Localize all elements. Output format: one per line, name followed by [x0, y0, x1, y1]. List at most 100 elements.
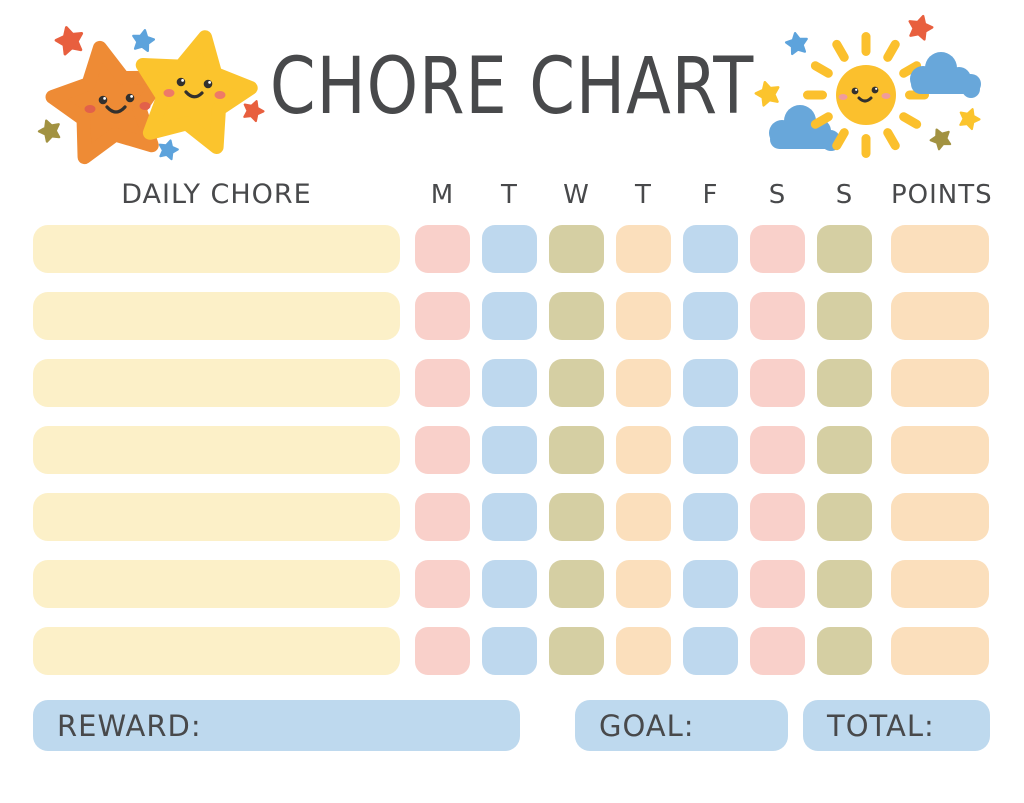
day-header-4: T — [635, 180, 652, 210]
day-cell[interactable] — [683, 627, 738, 675]
orange-star-face — [84, 93, 151, 114]
day-cell[interactable] — [683, 560, 738, 608]
points-cell[interactable] — [891, 627, 989, 675]
yellow-star-face — [163, 77, 226, 99]
chore-name-field[interactable] — [33, 426, 400, 474]
day-cell[interactable] — [482, 627, 537, 675]
accent-star-yellow-icon — [752, 77, 784, 108]
points-cell[interactable] — [891, 225, 989, 273]
day-header-7: S — [835, 180, 854, 210]
day-cell[interactable] — [549, 627, 604, 675]
day-header-2: T — [501, 180, 518, 210]
day-cell[interactable] — [482, 493, 537, 541]
chore-name-field[interactable] — [33, 292, 400, 340]
sun-face — [838, 86, 891, 103]
day-cell[interactable] — [683, 292, 738, 340]
day-cell[interactable] — [415, 292, 470, 340]
accent-star-olive-icon — [926, 124, 955, 152]
day-cell[interactable] — [817, 359, 872, 407]
chore-row-7 — [33, 627, 1024, 675]
chore-name-field[interactable] — [33, 225, 400, 273]
day-cell[interactable] — [415, 426, 470, 474]
accent-star-olive-icon — [35, 115, 65, 145]
points-cell[interactable] — [891, 493, 989, 541]
day-cell[interactable] — [750, 225, 805, 273]
day-cell[interactable] — [616, 560, 671, 608]
day-cell[interactable] — [683, 359, 738, 407]
day-cell[interactable] — [549, 560, 604, 608]
accent-star-red-icon — [52, 22, 88, 57]
day-cell[interactable] — [549, 225, 604, 273]
day-cell[interactable] — [683, 493, 738, 541]
day-cell[interactable] — [549, 493, 604, 541]
chore-row-3 — [33, 359, 1024, 407]
day-cell[interactable] — [415, 627, 470, 675]
day-cell[interactable] — [817, 426, 872, 474]
day-cell[interactable] — [415, 225, 470, 273]
reward-box[interactable]: REWARD: — [33, 700, 520, 751]
day-cell[interactable] — [683, 426, 738, 474]
day-cell[interactable] — [415, 560, 470, 608]
accent-star-blue-icon — [783, 30, 811, 56]
chore-row-2 — [33, 292, 1024, 340]
chore-name-field[interactable] — [33, 627, 400, 675]
total-box[interactable]: TOTAL: — [803, 700, 990, 751]
day-cell[interactable] — [549, 359, 604, 407]
points-cell[interactable] — [891, 292, 989, 340]
day-cell[interactable] — [616, 493, 671, 541]
daily-chore-header: DAILY CHORE — [121, 179, 312, 210]
chore-row-6 — [33, 560, 1024, 608]
day-cell[interactable] — [750, 493, 805, 541]
goal-label: GOAL: — [599, 708, 695, 743]
day-cell[interactable] — [683, 225, 738, 273]
day-cell[interactable] — [750, 627, 805, 675]
day-cell[interactable] — [616, 627, 671, 675]
sun-icon — [803, 32, 929, 158]
points-cell[interactable] — [891, 426, 989, 474]
goal-box[interactable]: GOAL: — [575, 700, 788, 751]
day-header-3: W — [563, 180, 590, 210]
day-cell[interactable] — [817, 560, 872, 608]
accent-star-blue-icon — [155, 137, 181, 162]
chore-grid — [0, 225, 1024, 675]
day-cell[interactable] — [482, 560, 537, 608]
day-cell[interactable] — [482, 225, 537, 273]
chore-name-field[interactable] — [33, 560, 400, 608]
day-cell[interactable] — [482, 426, 537, 474]
day-cell[interactable] — [817, 225, 872, 273]
day-cell[interactable] — [817, 493, 872, 541]
day-cell[interactable] — [482, 292, 537, 340]
points-cell[interactable] — [891, 359, 989, 407]
cloud-icon — [769, 105, 841, 151]
cloud-icon — [910, 52, 981, 98]
day-cell[interactable] — [616, 292, 671, 340]
day-cell[interactable] — [750, 292, 805, 340]
chore-name-field[interactable] — [33, 493, 400, 541]
accent-star-yellow-icon — [955, 104, 983, 132]
day-cell[interactable] — [750, 426, 805, 474]
chore-row-4 — [33, 426, 1024, 474]
sun-clouds-decoration — [752, 11, 983, 158]
day-header-1: M — [430, 180, 455, 210]
table-header-row: DAILY CHORE M T W T F S S POINTS — [33, 179, 1024, 211]
points-cell[interactable] — [891, 560, 989, 608]
day-header-6: S — [768, 180, 787, 210]
day-cell[interactable] — [616, 225, 671, 273]
day-cell[interactable] — [750, 560, 805, 608]
reward-label: REWARD: — [57, 708, 202, 743]
day-cell[interactable] — [817, 292, 872, 340]
day-cell[interactable] — [616, 359, 671, 407]
chore-row-5 — [33, 493, 1024, 541]
day-cell[interactable] — [616, 426, 671, 474]
day-cell[interactable] — [549, 426, 604, 474]
day-cell[interactable] — [415, 359, 470, 407]
chore-name-field[interactable] — [33, 359, 400, 407]
day-cell[interactable] — [482, 359, 537, 407]
page-title: CHORE CHART — [269, 42, 755, 132]
day-cell[interactable] — [415, 493, 470, 541]
chore-row-1 — [33, 225, 1024, 273]
day-cell[interactable] — [817, 627, 872, 675]
day-cell[interactable] — [549, 292, 604, 340]
day-cell[interactable] — [750, 359, 805, 407]
